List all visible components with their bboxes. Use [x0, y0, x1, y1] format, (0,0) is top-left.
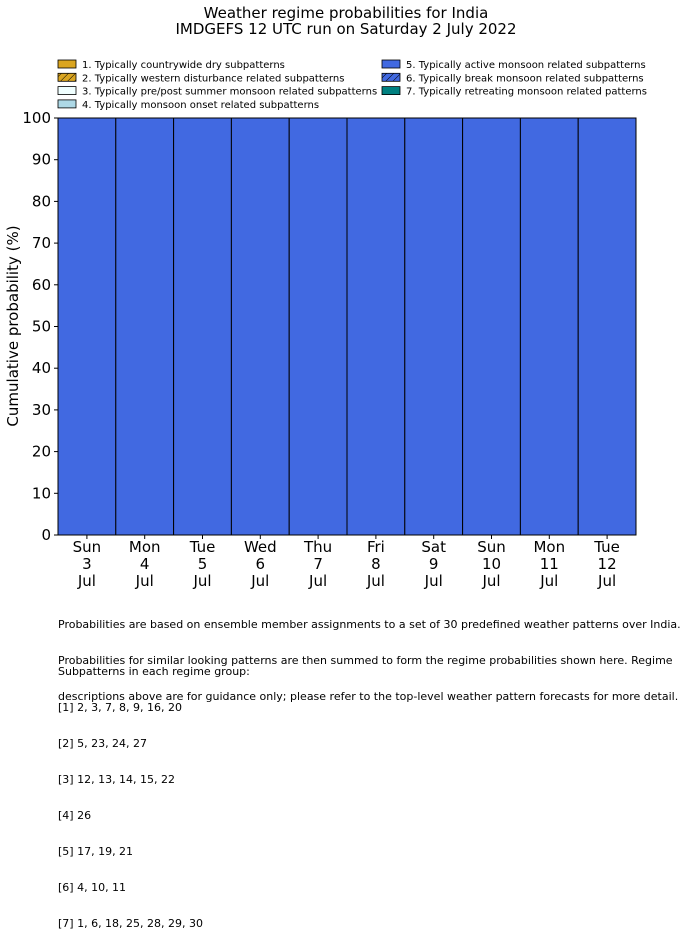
footnote-description: Probabilities are based on ensemble memb…: [58, 595, 681, 715]
group-line: [6] 4, 10, 11: [58, 881, 127, 894]
group-line: [3] 12, 13, 14, 15, 22: [58, 773, 176, 786]
y-tick-label: 50: [32, 318, 51, 336]
bar-segment: [404, 117, 464, 536]
x-tick-label: Sun 10 Jul: [477, 538, 506, 590]
chart-title: Weather regime probabilities for India: [204, 4, 489, 22]
bar-segment: [173, 117, 232, 536]
footnote-line: descriptions above are for guidance only…: [58, 690, 679, 703]
bar-segment: [577, 117, 637, 536]
bar-segment: [230, 117, 290, 536]
bar-segment: [57, 117, 117, 536]
legend: 1. Typically countrywide dry subpatterns…: [57, 59, 647, 111]
bar-segment: [519, 117, 579, 536]
y-tick-label: 0: [41, 526, 51, 544]
legend-label: 1. Typically countrywide dry subpatterns: [82, 60, 285, 71]
x-tick-label: Tue 12 Jul: [593, 538, 620, 590]
y-tick-label: 20: [32, 443, 51, 461]
group-line: [7] 1, 6, 18, 25, 28, 29, 30: [58, 917, 204, 930]
group-line: [5] 17, 19, 21: [58, 845, 134, 858]
group-line: [2] 5, 23, 24, 27: [58, 737, 148, 750]
legend-label: 7. Typically retreating monsoon related …: [406, 87, 647, 98]
chart: Weather regime probabilities for India I…: [4, 4, 647, 590]
legend-swatch: [57, 59, 77, 69]
legend-entry: 7. Typically retreating monsoon related …: [381, 86, 647, 98]
y-tick-label: 80: [32, 192, 51, 210]
legend-swatch: [381, 86, 401, 95]
y-axis: 0 10 20 30 40 50 60 70 80 90 100: [22, 109, 58, 544]
legend-label: 4. Typically monsoon onset related subpa…: [82, 100, 319, 111]
bar-segment: [346, 117, 406, 536]
y-tick-label: 60: [32, 276, 51, 294]
x-tick-label: Tue 5 Jul: [189, 538, 216, 590]
x-tick-label: Mon 11 Jul: [533, 538, 565, 590]
legend-swatch: [57, 99, 77, 109]
chart-subtitle: IMDGEFS 12 UTC run on Saturday 2 July 20…: [175, 20, 516, 38]
x-tick-label: Sat 9 Jul: [421, 538, 446, 590]
group-line: [1] 2, 3, 7, 8, 9, 16, 20: [58, 701, 183, 714]
y-tick-label: 90: [32, 151, 51, 169]
x-tick-label: Mon 4 Jul: [129, 538, 161, 590]
legend-swatch: [57, 86, 77, 95]
x-tick-label: Thu 7 Jul: [303, 538, 332, 590]
legend-entry: 3. Typically pre/post summer monsoon rel…: [57, 86, 377, 98]
x-tick-label: Sun 3 Jul: [73, 538, 102, 590]
y-tick-label: 100: [22, 109, 51, 127]
group-line: [4] 26: [58, 809, 92, 822]
legend-swatch-hatch: [58, 73, 76, 82]
y-tick-label: 10: [32, 484, 51, 502]
groups-heading: Subpatterns in each regime group:: [58, 665, 250, 678]
bar-segment: [462, 117, 521, 536]
bar-segment: [288, 117, 348, 536]
footnote-line: Probabilities for similar looking patter…: [58, 654, 673, 667]
footnote-groups: Subpatterns in each regime group: [1] 2,…: [58, 642, 250, 942]
legend-label: 3. Typically pre/post summer monsoon rel…: [82, 87, 377, 98]
legend-label: 5. Typically active monsoon related subp…: [406, 60, 646, 71]
legend-entry: 5. Typically active monsoon related subp…: [381, 59, 646, 71]
y-tick-label: 70: [32, 234, 51, 252]
legend-entry: 2. Typically western disturbance related…: [57, 72, 344, 84]
y-tick-label: 40: [32, 359, 51, 377]
y-axis-label: Cumulative probability (%): [4, 225, 22, 426]
legend-entry: 6. Typically break monsoon related subpa…: [381, 72, 644, 84]
legend-entry: 1. Typically countrywide dry subpatterns: [57, 59, 285, 71]
x-tick-label: Fri 8 Jul: [366, 538, 385, 590]
footnote-line: Probabilities are based on ensemble memb…: [58, 618, 681, 631]
legend-label: 6. Typically break monsoon related subpa…: [406, 73, 644, 84]
bar-segment: [115, 117, 175, 536]
x-tick-label: Wed 6 Jul: [244, 538, 277, 590]
legend-entry: 4. Typically monsoon onset related subpa…: [57, 99, 319, 111]
legend-label: 2. Typically western disturbance related…: [82, 73, 344, 84]
y-tick-label: 30: [32, 401, 51, 419]
legend-swatch: [381, 59, 401, 69]
x-axis: Sun 3 Jul Mon 4 Jul Tue 5 Jul Wed 6 Jul Thu 7 Jul Fri 8 J…: [73, 535, 620, 590]
bars: [57, 117, 637, 536]
legend-swatch-hatch: [382, 73, 400, 82]
